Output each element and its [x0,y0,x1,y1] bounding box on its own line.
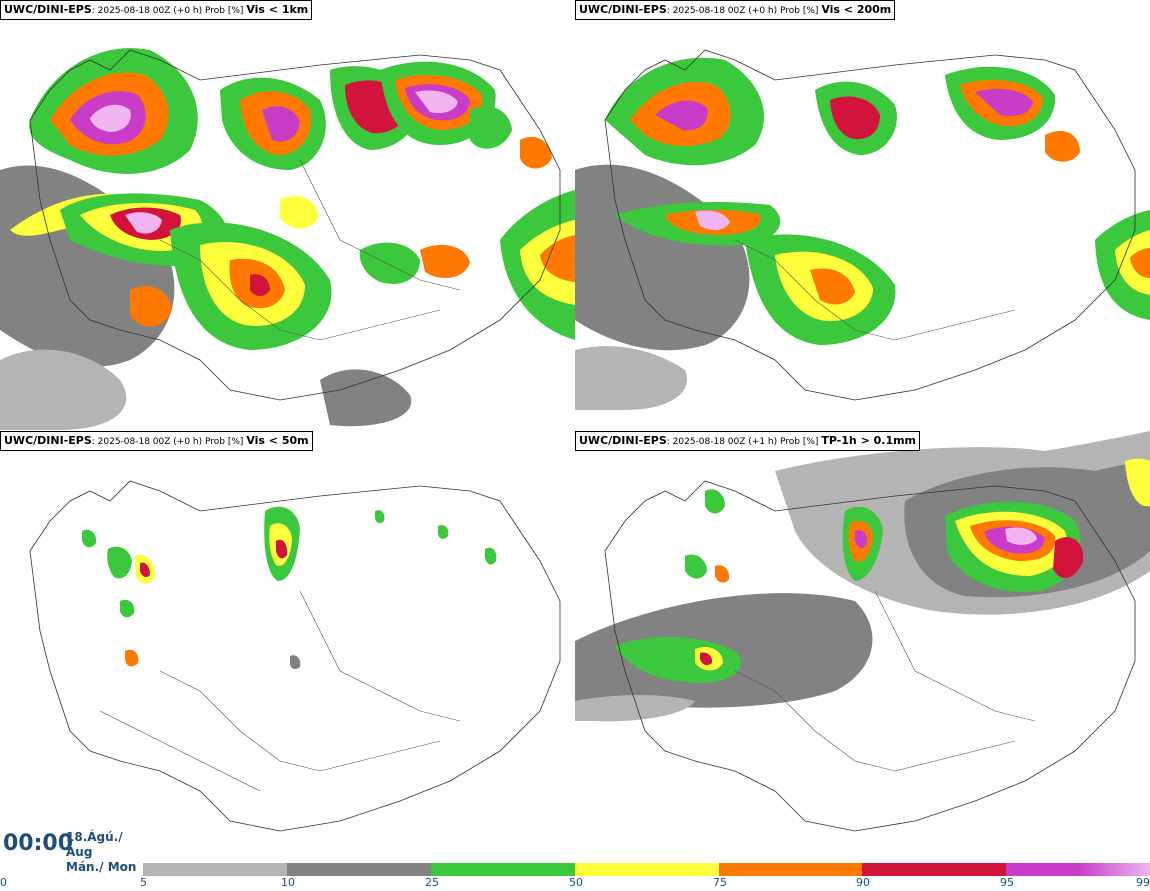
probability-colorbar: 0 5 10 25 50 75 90 95 99 [0,862,1150,891]
run-info: : 2025-08-18 00Z (+0 h) Prob [%] [91,6,244,16]
colorbar-tick: 25 [425,876,439,889]
panel-header: UWC/DINI-EPS: 2025-08-18 00Z (+0 h) Prob… [575,0,896,20]
colorbar-tick: 99 [1136,876,1150,889]
model-name: UWC/DINI-EPS [4,3,92,16]
date-line-1: 18.Ágú./ Aug [66,830,123,859]
colorbar-segment [1078,863,1150,876]
colorbar-segment [862,863,1006,876]
colorbar-tick: 95 [1000,876,1014,889]
run-info: : 2025-08-18 00Z (+0 h) Prob [%] [666,6,819,16]
valid-time-box: 00:00 18.Ágú./ Aug Mán./ Mon [0,823,143,874]
valid-date: 18.Ágú./ Aug Mán./ Mon [66,830,143,875]
iceland-map [575,49,1150,410]
run-info: : 2025-08-18 00Z (+0 h) Prob [%] [91,437,244,447]
variable-label: Vis < 50m [246,434,309,447]
iceland-map [29,480,561,832]
variable-label: Vis < 1km [246,3,309,16]
colorbar-tick: 75 [713,876,727,889]
colorbar-tick: 0 [0,876,7,889]
panel-header: UWC/DINI-EPS: 2025-08-18 00Z (+1 h) Prob… [575,431,921,451]
colorbar-segment [143,863,287,876]
iceland-map [0,48,575,430]
panel-header: UWC/DINI-EPS: 2025-08-18 00Z (+0 h) Prob… [0,0,313,20]
colorbar-tick: 50 [569,876,583,889]
colorbar-segment [719,863,862,876]
map-panel-vis-200m: UWC/DINI-EPS: 2025-08-18 00Z (+0 h) Prob… [575,0,1150,430]
colorbar-tick: 5 [140,876,147,889]
colorbar-segment [575,863,719,876]
variable-label: TP-1h > 0.1mm [821,434,917,447]
model-name: UWC/DINI-EPS [579,434,667,447]
valid-time: 00:00 [3,831,74,856]
colorbar-segment [1006,863,1078,876]
colorbar-tick: 10 [281,876,295,889]
colorbar-segment [431,863,575,876]
panel-header: UWC/DINI-EPS: 2025-08-18 00Z (+0 h) Prob… [0,431,313,451]
colorbar-segment [287,863,431,876]
iceland-map [575,431,1150,832]
date-line-2: Mán./ Mon [66,860,137,874]
model-name: UWC/DINI-EPS [4,434,92,447]
map-panel-vis-50m: UWC/DINI-EPS: 2025-08-18 00Z (+0 h) Prob… [0,431,575,861]
map-panel-vis-1km: UWC/DINI-EPS: 2025-08-18 00Z (+0 h) Prob… [0,0,575,430]
model-name: UWC/DINI-EPS [579,3,667,16]
run-info: : 2025-08-18 00Z (+1 h) Prob [%] [666,437,819,447]
map-panel-tp-1h: UWC/DINI-EPS: 2025-08-18 00Z (+1 h) Prob… [575,431,1150,861]
colorbar-tick: 90 [856,876,870,889]
variable-label: Vis < 200m [821,3,892,16]
